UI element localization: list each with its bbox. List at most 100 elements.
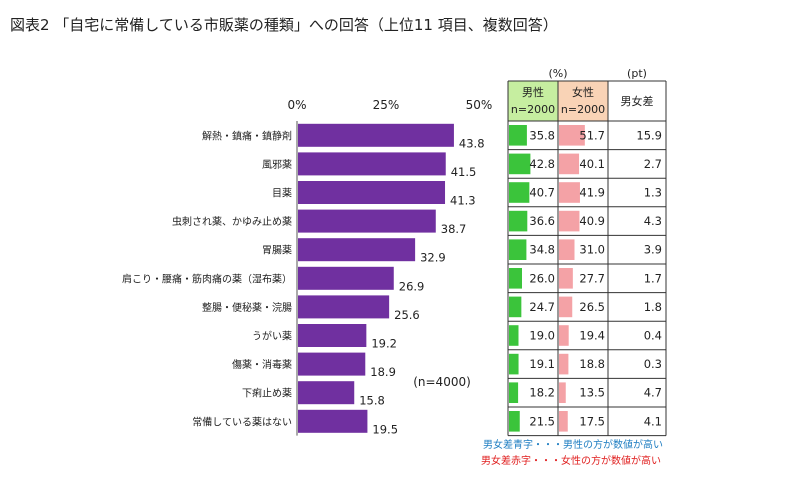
bar — [298, 324, 367, 347]
x-tick-label: 0% — [287, 98, 306, 112]
male-value: 34.8 — [529, 243, 555, 257]
female-bar — [559, 325, 569, 346]
unit-percent: (%) — [548, 67, 567, 80]
female-bar — [559, 125, 585, 146]
category-label: 虫刺され薬、かゆみ止め薬 — [172, 216, 292, 228]
bar — [298, 295, 390, 319]
male-value: 19.1 — [529, 357, 555, 371]
male-value: 18.2 — [529, 386, 555, 400]
category-label: 整腸・便秘薬・浣腸 — [202, 301, 292, 314]
diff-value: 1.8 — [644, 300, 662, 314]
category-label: 解熱・鎮痛・鎮静剤 — [202, 129, 292, 142]
female-header-cell — [558, 81, 608, 121]
data-label: 41.3 — [450, 194, 476, 208]
data-label: 19.5 — [372, 422, 398, 436]
female-bar — [559, 182, 580, 203]
unit-points: (pt) — [627, 67, 647, 80]
data-label: 18.9 — [370, 365, 396, 379]
data-label: 26.9 — [399, 279, 425, 293]
male-value: 19.0 — [529, 329, 555, 343]
category-label: うがい薬 — [252, 330, 292, 343]
male-value: 26.0 — [529, 271, 555, 285]
male-bar — [509, 411, 520, 432]
male-value: 42.8 — [529, 157, 555, 171]
data-label: 25.6 — [394, 308, 420, 322]
diff-value: 0.4 — [644, 329, 662, 343]
female-bar — [559, 353, 569, 375]
diff-value: 0.3 — [644, 357, 662, 371]
category-label: 下痢止め薬 — [242, 387, 292, 400]
female-value: 27.7 — [579, 271, 605, 285]
female-n: n=2000 — [561, 103, 605, 116]
bar — [298, 381, 355, 405]
female-value: 31.0 — [579, 243, 605, 257]
diff-value: 4.7 — [644, 386, 662, 400]
female-value: 26.5 — [579, 300, 605, 314]
data-label: 15.8 — [359, 394, 385, 408]
x-tick-label: 25% — [373, 98, 400, 112]
data-label: 38.7 — [441, 222, 467, 236]
bar — [298, 181, 446, 204]
male-bar — [509, 296, 522, 318]
category-label: 風邪薬 — [262, 159, 292, 171]
data-label: 19.2 — [371, 337, 397, 351]
male-value: 40.7 — [529, 186, 555, 200]
female-header: 女性 — [572, 85, 594, 99]
male-bar — [509, 268, 522, 289]
diff-value: 2.7 — [644, 157, 662, 171]
bar — [298, 238, 416, 262]
male-bar — [509, 182, 530, 203]
data-label: 43.8 — [459, 136, 485, 150]
bar — [298, 123, 454, 147]
category-label: 目薬 — [272, 188, 292, 200]
female-value: 13.5 — [579, 386, 605, 400]
male-bar — [509, 210, 528, 232]
diff-value: 4.1 — [644, 414, 662, 428]
male-value: 21.5 — [529, 414, 555, 428]
sample-size-note: (n=4000) — [413, 375, 471, 389]
female-value: 40.1 — [579, 157, 605, 171]
male-bar — [509, 353, 519, 375]
diff-header: 男女差 — [621, 94, 654, 108]
male-bar — [509, 153, 531, 175]
legend-red: 男女差赤字・・・女性の方が数値が高い — [481, 454, 661, 467]
male-bar — [509, 382, 519, 403]
male-value: 24.7 — [529, 300, 555, 314]
male-bar — [509, 325, 519, 346]
female-bar — [559, 268, 573, 289]
male-bar — [509, 239, 527, 260]
data-label: 32.9 — [420, 251, 446, 265]
bar — [298, 409, 368, 433]
diff-value: 1.7 — [644, 271, 662, 285]
diff-value: 1.3 — [644, 186, 662, 200]
diff-value: 15.9 — [636, 128, 662, 142]
female-value: 18.8 — [579, 357, 605, 371]
bar — [298, 209, 436, 233]
bar — [298, 352, 366, 376]
female-bar — [559, 239, 575, 260]
male-header: 男性 — [522, 85, 544, 99]
x-tick-label: 50% — [466, 98, 493, 112]
bar — [298, 152, 446, 176]
female-bar — [559, 411, 568, 432]
data-label: 41.5 — [451, 165, 477, 179]
male-n: n=2000 — [511, 103, 555, 116]
diff-value: 4.3 — [644, 214, 662, 228]
male-bar — [509, 125, 527, 146]
category-label: 常備している薬はない — [192, 415, 292, 428]
male-value: 35.8 — [529, 128, 555, 142]
male-value: 36.6 — [529, 214, 555, 228]
female-value: 17.5 — [579, 414, 605, 428]
female-bar — [559, 382, 566, 403]
category-label: 肩こり・腰痛・筋肉痛の薬（湿布薬） — [122, 272, 292, 285]
female-value: 51.7 — [579, 128, 605, 142]
female-bar — [559, 153, 580, 175]
chart-title: 図表2 「自宅に常備している市販薬の種類」への回答（上位11 項目、複数回答） — [10, 16, 558, 34]
female-bar — [559, 296, 573, 318]
bar — [298, 266, 394, 290]
legend-blue: 男女差青字・・・男性の方が数値が高い — [483, 438, 663, 451]
category-label: 傷薬・消毒薬 — [232, 358, 292, 371]
female-value: 40.9 — [579, 214, 605, 228]
female-value: 41.9 — [579, 186, 605, 200]
